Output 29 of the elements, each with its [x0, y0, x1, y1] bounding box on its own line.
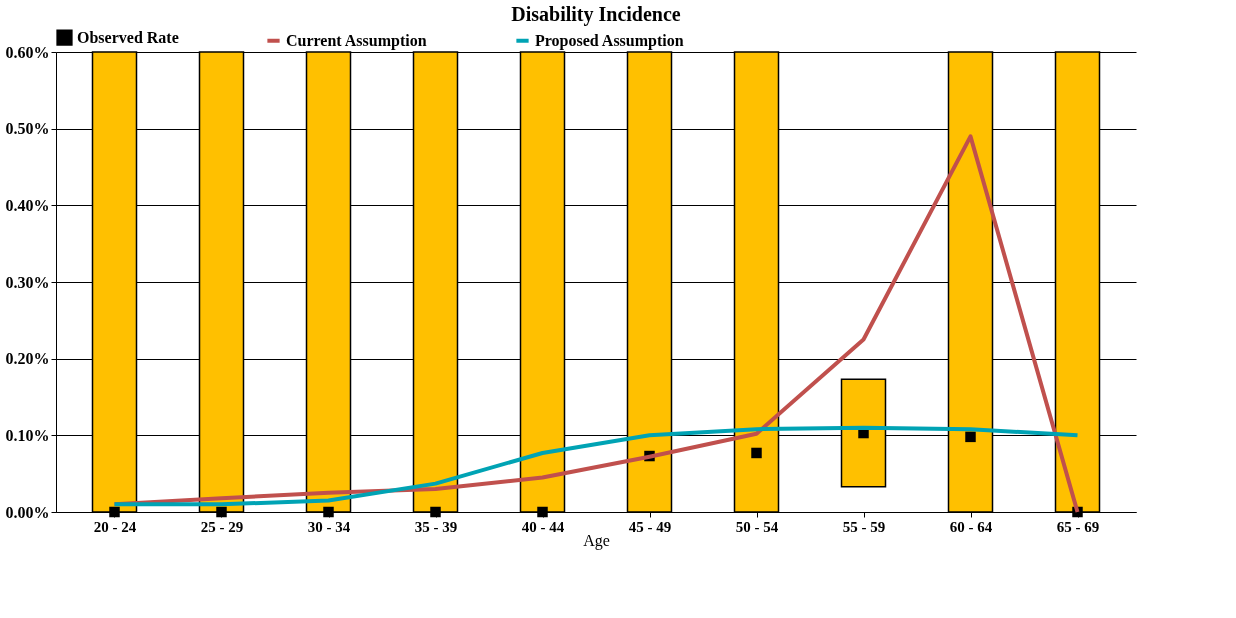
x-tick-label: 60 - 64	[949, 518, 993, 535]
x-tick-label: 65 - 69	[1056, 518, 1100, 535]
y-tick-label: 0.10%	[5, 426, 50, 444]
x-tick-label: 45 - 49	[628, 518, 672, 535]
y-tick-label: 0.60%	[5, 43, 50, 61]
y-tick-label: 0.30%	[5, 273, 50, 291]
x-tick-label: 30 - 34	[307, 518, 351, 535]
y-tick-label: 0.50%	[5, 120, 50, 138]
x-tick-label: 20 - 24	[93, 518, 137, 535]
point	[751, 447, 762, 459]
point	[216, 506, 227, 518]
point	[109, 506, 120, 518]
y-tick-label: 0.00%	[5, 503, 50, 521]
legend-label: Observed Rate	[77, 28, 179, 46]
point	[430, 506, 441, 518]
x-axis-title: Age	[583, 531, 610, 550]
point	[965, 431, 976, 443]
legend-label: Current Assumption	[286, 31, 427, 50]
x-tick-label: 35 - 39	[414, 518, 458, 535]
y-tick-label: 0.20%	[5, 350, 50, 368]
chart-title: Disability Incidence	[511, 3, 681, 26]
legend-label: Proposed Assumption	[535, 31, 684, 50]
x-tick-label: 25 - 29	[200, 518, 244, 535]
x-tick-label: 50 - 54	[735, 518, 779, 535]
x-tick-label: 55 - 59	[842, 518, 886, 535]
point	[537, 506, 548, 518]
point	[323, 506, 334, 518]
y-tick-label: 0.40%	[5, 196, 50, 214]
x-tick-label: 40 - 44	[521, 518, 565, 535]
